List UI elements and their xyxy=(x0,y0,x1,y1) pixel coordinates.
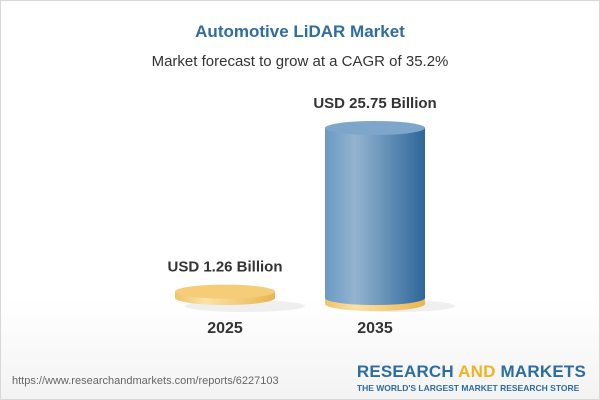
logo-text-and: AND xyxy=(458,362,496,381)
source-url[interactable]: https://www.researchandmarkets.com/repor… xyxy=(12,375,279,387)
data-label: USD 25.75 Billion xyxy=(313,95,436,112)
bar-top-2025 xyxy=(175,284,275,299)
category-label: 2035 xyxy=(357,320,393,337)
category-label: 2025 xyxy=(207,320,243,337)
research-and-markets-logo: RESEARCH AND MARKETS THE WORLD'S LARGEST… xyxy=(357,362,586,393)
bar-top-2035 xyxy=(325,121,425,135)
chart-title: Automotive LiDAR Market xyxy=(195,22,405,41)
chart-subtitle: Market forecast to grow at a CAGR of 35.… xyxy=(151,53,449,70)
bar-2035 xyxy=(325,128,425,305)
logo-text-markets: MARKETS xyxy=(495,362,586,381)
data-label: USD 1.26 Billion xyxy=(167,259,282,276)
logo-tagline: THE WORLD'S LARGEST MARKET RESEARCH STOR… xyxy=(356,383,580,393)
logo-text-research: RESEARCH xyxy=(356,362,459,381)
